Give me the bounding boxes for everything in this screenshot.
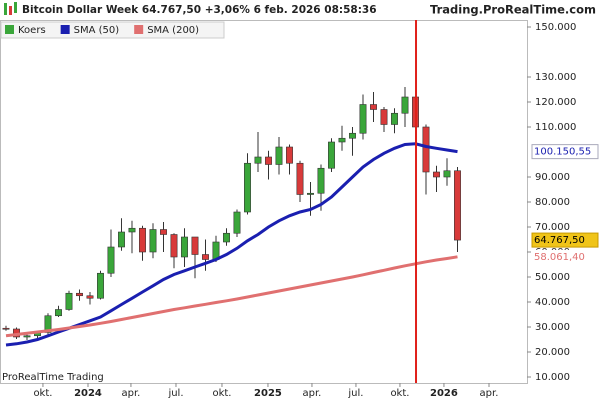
x-tick-label: jul. bbox=[167, 388, 183, 399]
x-tick-label: apr. bbox=[480, 388, 499, 399]
candle-body bbox=[454, 170, 461, 241]
legend-box bbox=[0, 21, 225, 39]
candle-body bbox=[265, 156, 272, 165]
x-tick-label: apr. bbox=[122, 388, 141, 399]
price-tag bbox=[532, 249, 598, 264]
y-tick-label: 80.000 bbox=[535, 197, 570, 208]
candle-body bbox=[44, 315, 52, 333]
legend-label: SMA (200) bbox=[147, 25, 199, 36]
candle-body bbox=[149, 229, 157, 253]
y-tick-label: 30.000 bbox=[535, 322, 570, 333]
candle-body bbox=[202, 254, 209, 260]
x-tick-label: 2025 bbox=[254, 388, 282, 399]
y-tick-label: 90.000 bbox=[535, 172, 570, 183]
x-tick-label: 2024 bbox=[74, 388, 102, 399]
watermark: ProRealTime Trading bbox=[2, 372, 104, 383]
candle-body bbox=[244, 162, 251, 213]
candle-body bbox=[349, 132, 356, 139]
price-tag-label: 64.767,50 bbox=[534, 235, 585, 246]
x-tick-label: 2026 bbox=[430, 388, 458, 399]
candle-body bbox=[181, 236, 188, 258]
candle-body bbox=[139, 227, 146, 253]
legend-swatch bbox=[60, 25, 70, 34]
candle-body bbox=[380, 109, 388, 125]
candle-body bbox=[23, 335, 31, 338]
legend-swatch bbox=[5, 25, 14, 34]
candle-body bbox=[433, 171, 440, 178]
x-tick-label: okt. bbox=[390, 388, 409, 399]
candle-body bbox=[328, 141, 335, 169]
sma-line bbox=[5, 142, 458, 347]
candle-body bbox=[370, 104, 377, 110]
candle-body bbox=[107, 246, 115, 274]
plot-frame bbox=[0, 20, 528, 384]
candle-body bbox=[233, 211, 241, 234]
y-tick-label: 130.000 bbox=[535, 72, 576, 83]
candle-body bbox=[55, 309, 62, 317]
candle-body bbox=[118, 231, 125, 248]
x-tick-label: okt. bbox=[212, 388, 231, 399]
candle-body bbox=[307, 192, 314, 195]
candle-body bbox=[443, 170, 451, 178]
candle-body bbox=[317, 167, 325, 194]
candle-body bbox=[275, 146, 283, 165]
y-tick-label: 150.000 bbox=[535, 22, 576, 33]
header-icon bbox=[4, 2, 17, 15]
candle-body bbox=[65, 292, 73, 310]
y-tick-label: 10.000 bbox=[535, 372, 570, 383]
price-tag bbox=[531, 144, 599, 160]
legend-label: SMA (50) bbox=[74, 25, 120, 36]
candle-body bbox=[296, 162, 304, 195]
y-tick-label: 110.000 bbox=[535, 122, 576, 133]
chart-title: Bitcoin Dollar Week 64.767,50 +3,06% 6 f… bbox=[22, 4, 377, 16]
candle-body bbox=[76, 292, 83, 297]
y-tick-label: 40.000 bbox=[535, 297, 570, 308]
y-tick-label: 70.000 bbox=[535, 222, 570, 233]
candle-body bbox=[86, 295, 94, 299]
y-tick-label: 50.000 bbox=[535, 272, 570, 283]
candle-body bbox=[128, 227, 136, 233]
price-tag bbox=[531, 232, 599, 248]
candle-body bbox=[391, 112, 398, 125]
x-tick-label: jul. bbox=[347, 388, 363, 399]
y-tick-label: 20.000 bbox=[535, 347, 570, 358]
source: Trading.ProRealTime.com bbox=[430, 3, 596, 17]
candle-body bbox=[191, 236, 199, 255]
candle-body bbox=[97, 272, 104, 299]
candle-body bbox=[254, 156, 262, 164]
candle-body bbox=[286, 146, 293, 164]
candle-body bbox=[422, 126, 430, 173]
candle-body bbox=[160, 229, 167, 235]
x-tick-label: okt. bbox=[33, 388, 52, 399]
legend-label: Koers bbox=[18, 25, 46, 36]
candle-body bbox=[359, 104, 367, 134]
y-tick-label: 120.000 bbox=[535, 97, 576, 108]
candle-body bbox=[338, 137, 346, 143]
candle-body bbox=[223, 232, 230, 243]
candle-body bbox=[401, 96, 409, 114]
price-tag-label: 58.061,40 bbox=[534, 252, 585, 263]
candle-body bbox=[2, 327, 10, 330]
price-tag-label: 100.150,55 bbox=[534, 147, 591, 158]
sma-line bbox=[5, 255, 458, 338]
legend-swatch bbox=[134, 25, 144, 34]
candle-body bbox=[170, 234, 178, 258]
x-tick-label: apr. bbox=[303, 388, 322, 399]
